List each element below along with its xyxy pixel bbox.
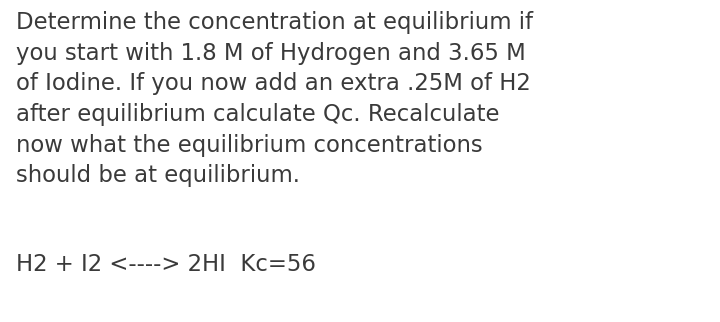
Text: H2 + I2 <----> 2HI  Kc=56: H2 + I2 <----> 2HI Kc=56 — [16, 253, 315, 276]
Text: Determine the concentration at equilibrium if
you start with 1.8 M of Hydrogen a: Determine the concentration at equilibri… — [16, 11, 533, 187]
